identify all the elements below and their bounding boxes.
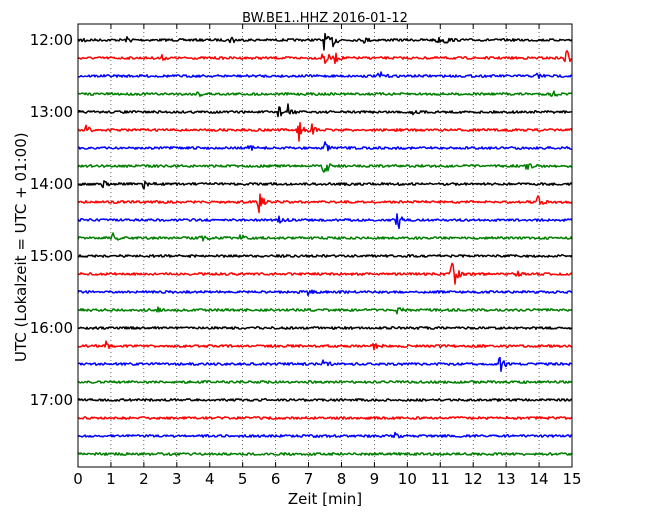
x-tick-label: 7 (304, 470, 314, 488)
trace-16:30 (77, 356, 573, 373)
y-tick-label: 17:00 (30, 391, 73, 409)
trace-13:15 (77, 121, 573, 142)
x-axis-label: Zeit [min] (287, 490, 363, 508)
x-tick-label: 10 (398, 470, 417, 488)
y-tick-label: 16:00 (30, 319, 73, 337)
x-tick-label: 9 (370, 470, 380, 488)
trace-16:45 (77, 380, 573, 384)
plot-frame (77, 23, 573, 468)
x-tick-label: 6 (271, 470, 281, 488)
x-tick-label: 12 (464, 470, 483, 488)
trace-17:00 (77, 398, 572, 402)
x-tick-label: 14 (530, 470, 549, 488)
x-tick-label: 1 (106, 470, 116, 488)
trace-12:00 (77, 32, 573, 51)
trace-16:15 (77, 340, 573, 351)
trace-14:00 (77, 180, 573, 190)
trace-15:45 (78, 306, 573, 315)
x-tick-label: 0 (73, 470, 83, 488)
trace-13:00 (77, 103, 573, 118)
trace-13:45 (77, 163, 573, 173)
y-tick-label: 13:00 (30, 103, 73, 121)
trace-15:00 (77, 253, 573, 258)
x-tick-label: 4 (205, 470, 215, 488)
trace-13:30 (77, 141, 573, 152)
x-tick-label: 2 (139, 470, 149, 488)
trace-14:15 (77, 193, 573, 214)
trace-17:30 (77, 431, 573, 439)
trace-12:15 (77, 49, 573, 65)
x-tick-label: 3 (172, 470, 182, 488)
trace-12:30 (77, 71, 573, 80)
trace-17:45 (77, 452, 573, 456)
y-axis-label: UTC (Lokalzeit = UTC + 01:00) (12, 132, 30, 362)
chart-title: BW.BE1..HHZ 2016-01-12 (242, 11, 408, 26)
x-tick-label: 13 (497, 470, 516, 488)
trace-14:45 (77, 232, 573, 242)
trace-17:15 (77, 416, 573, 420)
y-tick-label: 12:00 (30, 31, 73, 49)
x-tick-label: 5 (238, 470, 248, 488)
y-tick-label: 14:00 (30, 175, 73, 193)
trace-16:00 (77, 326, 573, 330)
trace-15:30 (77, 289, 573, 297)
y-tick-label: 15:00 (30, 247, 73, 265)
x-tick-label: 8 (337, 470, 347, 488)
trace-14:30 (77, 213, 573, 230)
x-tick-label: 11 (431, 470, 450, 488)
x-tick-label: 15 (562, 470, 581, 488)
trace-12:45 (77, 90, 572, 98)
trace-15:15 (77, 262, 573, 285)
